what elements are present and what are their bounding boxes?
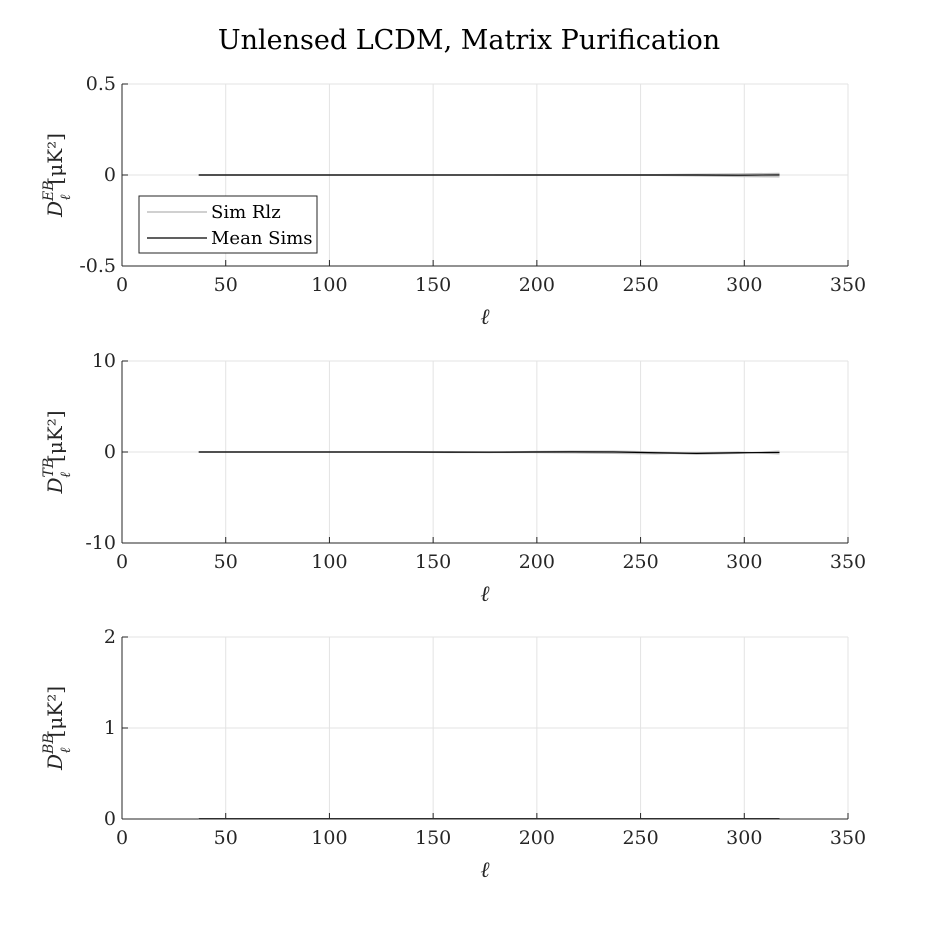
y-tick-label: 0 (104, 164, 116, 186)
y-label-subscript: ℓ (58, 747, 74, 753)
y-tick-label: -0.5 (79, 255, 116, 277)
x-tick-label: 300 (726, 551, 762, 573)
x-axis-label: ℓ (480, 582, 490, 607)
x-axis-label: ℓ (480, 858, 490, 883)
x-tick-label: 0 (116, 274, 128, 296)
x-tick-label: 350 (830, 274, 866, 296)
x-tick-label: 50 (214, 274, 238, 296)
y-label-main: D (43, 478, 67, 495)
x-tick-label: 300 (726, 827, 762, 849)
y-label-unit: [μK²] (43, 410, 67, 462)
y-tick-label: 1 (104, 717, 116, 739)
x-tick-label: 100 (311, 274, 347, 296)
legend-label: Sim Rlz (211, 202, 281, 223)
y-tick-label: -10 (85, 532, 116, 554)
y-label-superscript: BB (41, 733, 57, 755)
x-axis-label: ℓ (480, 305, 490, 330)
legend-item-1: Sim Rlz (147, 202, 281, 223)
x-tick-label: 150 (415, 274, 451, 296)
x-tick-label: 100 (311, 827, 347, 849)
legend: Sim Rlz Mean Sims (138, 195, 318, 254)
x-tick-label: 350 (830, 551, 866, 573)
x-tick-label: 250 (622, 551, 658, 573)
y-label-subscript: ℓ (58, 472, 74, 478)
y-axis-label: DTBℓ [μK²] (41, 410, 74, 494)
y-label-superscript: EB (41, 180, 57, 202)
y-tick-label: 10 (92, 350, 116, 372)
x-tick-label: 300 (726, 274, 762, 296)
grid (121, 636, 849, 820)
x-tick-label: 250 (622, 827, 658, 849)
y-label-unit: [μK²] (43, 133, 67, 185)
legend-item-2: Mean Sims (147, 228, 313, 249)
mean-sims-line (198, 451, 780, 454)
y-tick-label: 0 (104, 808, 116, 830)
x-tick-label: 50 (214, 827, 238, 849)
x-tick-label: 150 (415, 827, 451, 849)
x-tick-label: 200 (519, 274, 555, 296)
y-tick-label: 0 (104, 441, 116, 463)
panels: 0 50 100 150 200 250 300 350-0.500.5ℓDEBℓ[μK²]0… (41, 73, 866, 883)
y-label-main: D (43, 201, 67, 218)
y-axis-label: DBBℓ [μK²] (41, 686, 74, 771)
y-label-superscript: TB (41, 458, 57, 478)
x-tick-label: 250 (622, 274, 658, 296)
x-tick-label: 200 (519, 551, 555, 573)
y-tick-label: 0.5 (86, 73, 116, 95)
chart-title: Unlensed LCDM, Matrix Purification (218, 25, 720, 56)
y-axis-label: DEBℓ [μK²] (41, 133, 74, 218)
x-tick-label: 200 (519, 827, 555, 849)
x-tick-label: 50 (214, 551, 238, 573)
x-tick-label: 150 (415, 551, 451, 573)
y-label-unit: [μK²] (43, 686, 67, 738)
x-tick-label: 350 (830, 827, 866, 849)
y-tick-label: 2 (104, 626, 116, 648)
legend-box (138, 195, 318, 254)
x-tick-label: 100 (311, 551, 347, 573)
legend-label: Mean Sims (211, 228, 313, 249)
x-tick-label: 0 (116, 551, 128, 573)
x-tick-label: 0 (116, 827, 128, 849)
y-label-main: D (43, 754, 67, 771)
y-label-subscript: ℓ (58, 194, 74, 200)
